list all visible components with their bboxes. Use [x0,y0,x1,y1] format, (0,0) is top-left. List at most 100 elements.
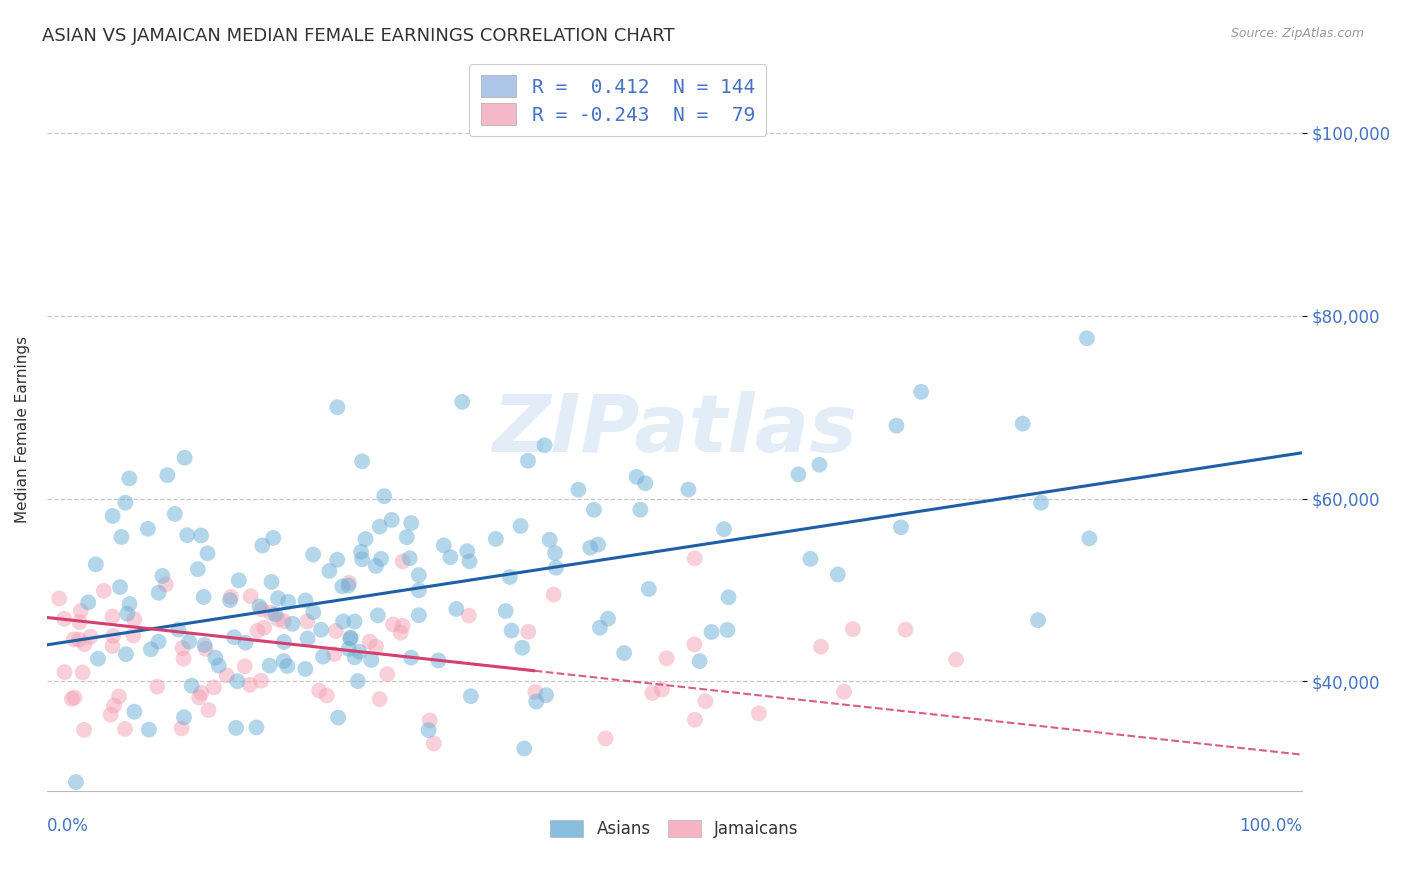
Jamaicans [250,602,273,616]
Jamaicans [323,647,346,661]
Asians [513,741,536,756]
Jamaicans [215,668,238,682]
Asians [167,623,190,637]
Jamaicans [253,621,276,635]
Jamaicans [67,632,90,647]
Asians [115,647,138,661]
Asians [273,654,295,668]
Jamaicans [124,612,146,626]
Jamaicans [172,641,194,656]
Asians [193,638,215,652]
Asians [197,546,219,560]
Jamaicans [945,652,967,666]
Asians [910,384,932,399]
Jamaicans [48,591,70,606]
Jamaicans [239,678,262,692]
Jamaicans [190,686,212,700]
Asians [596,612,619,626]
Asians [678,483,700,497]
Jamaicans [267,612,290,626]
Asians [368,519,391,533]
Asians [579,541,602,555]
Asians [309,623,332,637]
Asians [276,659,298,673]
Asians [118,597,141,611]
Jamaicans [595,731,617,746]
Jamaicans [389,625,412,640]
Asians [485,532,508,546]
Asians [381,513,404,527]
Asians [360,653,382,667]
Asians [352,454,374,468]
Jamaicans [69,615,91,629]
Jamaicans [108,690,131,704]
Asians [330,579,353,593]
Asians [148,634,170,648]
Jamaicans [832,685,855,699]
Asians [277,595,299,609]
Asians [582,503,605,517]
Asians [533,438,555,452]
Asians [713,522,735,536]
Asians [326,552,349,566]
Asians [538,533,561,547]
Jamaicans [170,722,193,736]
Asians [87,651,110,665]
Asians [339,631,361,645]
Asians [613,646,636,660]
Jamaicans [79,630,101,644]
Asians [451,395,474,409]
Asians [439,550,461,565]
Asians [204,650,226,665]
Jamaicans [810,640,832,654]
Asians [65,775,87,789]
Jamaicans [842,622,865,636]
Asians [524,695,547,709]
Asians [343,615,366,629]
Asians [179,634,201,648]
Jamaicans [197,703,219,717]
Asians [259,658,281,673]
Asians [398,551,420,566]
Asians [787,467,810,482]
Jamaicans [246,624,269,638]
Jamaicans [101,629,124,643]
Asians [108,580,131,594]
Asians [326,401,349,415]
Asians [634,476,657,491]
Asians [495,604,517,618]
Asians [370,552,392,566]
Asians [312,649,335,664]
Asians [84,558,107,572]
Asians [294,662,316,676]
Asians [808,458,831,472]
Jamaicans [239,589,262,603]
Asians [1026,613,1049,627]
Asians [1076,331,1098,345]
Asians [700,624,723,639]
Jamaicans [101,609,124,624]
Asians [456,544,478,558]
Text: 100.0%: 100.0% [1239,817,1302,835]
Asians [460,689,482,703]
Asians [150,569,173,583]
Asians [827,567,849,582]
Asians [294,593,316,607]
Asians [208,658,231,673]
Jamaicans [315,689,337,703]
Asians [226,674,249,689]
Asians [332,615,354,629]
Asians [408,583,430,598]
Asians [799,552,821,566]
Asians [347,674,370,689]
Jamaicans [72,665,94,680]
Asians [347,645,370,659]
Jamaicans [382,617,405,632]
Asians [136,522,159,536]
Jamaicans [391,619,413,633]
Jamaicans [69,604,91,618]
Jamaicans [233,659,256,673]
Asians [586,538,609,552]
Jamaicans [101,639,124,653]
Asians [628,502,651,516]
